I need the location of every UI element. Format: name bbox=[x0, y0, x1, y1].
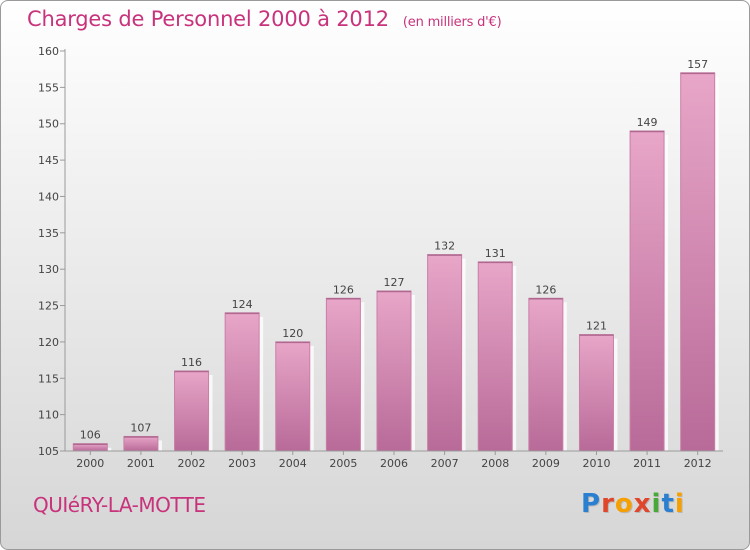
data-label: 126 bbox=[333, 283, 354, 296]
bar bbox=[680, 72, 716, 452]
commune-name: QUIéRY-LA-MOTTE bbox=[33, 493, 206, 517]
bar bbox=[224, 312, 260, 452]
data-label: 106 bbox=[80, 429, 101, 442]
bar bbox=[427, 254, 463, 452]
logo-letter: o bbox=[614, 489, 634, 519]
data-label: 132 bbox=[434, 240, 455, 253]
x-tick-label: 2007 bbox=[431, 457, 459, 470]
x-tick-label: 2006 bbox=[380, 457, 408, 470]
x-tick-label: 2010 bbox=[582, 457, 610, 470]
x-tick-label: 2002 bbox=[178, 457, 206, 470]
x-tick-label: 2005 bbox=[329, 457, 357, 470]
logo-letter: i bbox=[651, 489, 662, 519]
logo-letter: t bbox=[661, 489, 675, 519]
y-tick-label: 145 bbox=[38, 154, 59, 167]
y-tick-label: 120 bbox=[38, 336, 59, 349]
y-tick-label: 115 bbox=[38, 372, 59, 385]
x-tick-label: 2012 bbox=[684, 457, 712, 470]
x-tick-label: 2003 bbox=[228, 457, 256, 470]
data-label: 121 bbox=[586, 320, 607, 333]
x-tick-label: 2001 bbox=[127, 457, 155, 470]
data-label: 157 bbox=[687, 58, 708, 71]
data-label: 120 bbox=[282, 327, 303, 340]
y-tick-label: 140 bbox=[38, 190, 59, 203]
bar bbox=[477, 261, 513, 452]
y-tick-label: 155 bbox=[38, 81, 59, 94]
data-label: 149 bbox=[637, 116, 658, 129]
logo-letter: P bbox=[581, 489, 602, 519]
data-label: 107 bbox=[130, 421, 151, 434]
y-tick-label: 135 bbox=[38, 227, 59, 240]
chart-title: Charges de Personnel 2000 à 2012 (en mill… bbox=[27, 7, 502, 31]
data-label: 126 bbox=[535, 283, 556, 296]
data-label: 116 bbox=[181, 356, 202, 369]
y-tick-label: 105 bbox=[38, 445, 59, 458]
y-tick-label: 160 bbox=[38, 45, 59, 58]
logo-letter: r bbox=[601, 489, 615, 519]
x-tick-label: 2011 bbox=[633, 457, 661, 470]
data-label: 124 bbox=[232, 298, 253, 311]
bar bbox=[528, 297, 564, 452]
proxiti-logo[interactable]: Proxiti bbox=[581, 489, 685, 519]
y-tick-label: 130 bbox=[38, 263, 59, 276]
bar bbox=[629, 130, 665, 452]
x-tick-label: 2004 bbox=[279, 457, 307, 470]
y-tick-label: 150 bbox=[38, 118, 59, 131]
bar bbox=[325, 297, 361, 452]
x-tick-label: 2008 bbox=[481, 457, 509, 470]
logo-letter: i bbox=[674, 489, 685, 519]
data-label: 131 bbox=[485, 247, 506, 260]
chart-title-text: Charges de Personnel 2000 à 2012 bbox=[27, 7, 389, 31]
data-label: 127 bbox=[384, 276, 405, 289]
logo-letter: x bbox=[633, 489, 652, 519]
y-tick-label: 110 bbox=[38, 409, 59, 422]
bar bbox=[376, 290, 412, 452]
x-tick-label: 2009 bbox=[532, 457, 560, 470]
x-tick-label: 2000 bbox=[76, 457, 104, 470]
y-tick-label: 125 bbox=[38, 300, 59, 313]
bar bbox=[174, 370, 210, 452]
bar bbox=[578, 334, 614, 452]
bar bbox=[123, 435, 159, 452]
bar bbox=[275, 341, 311, 452]
unit-note: (en milliers d'€) bbox=[402, 15, 502, 30]
